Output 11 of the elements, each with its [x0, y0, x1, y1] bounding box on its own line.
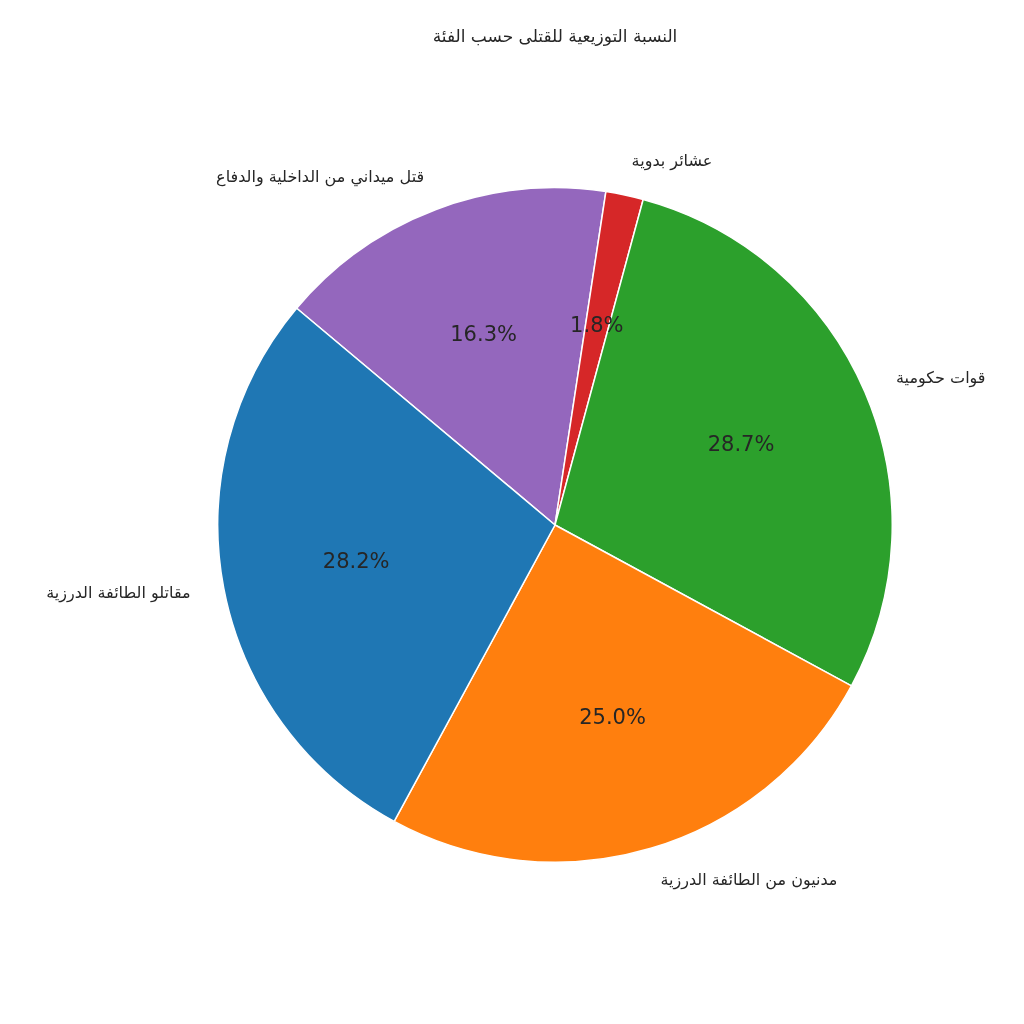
slice-label: عشائر بدوية — [631, 151, 713, 172]
data-label: 28.2% — [322, 549, 390, 574]
data-label: 16.3% — [450, 322, 517, 347]
slice-label: مدنيون من الطائفة الدرزية — [660, 869, 838, 890]
data-label: 25.0% — [579, 705, 646, 730]
chart-title: النسبة التوزيعية للقتلى حسب الفئة — [432, 26, 678, 47]
slice-label: مقاتلو الطائفة الدرزية — [46, 583, 191, 604]
slice-label: قوات حكومية — [896, 368, 986, 389]
slice-label: قتل ميداني من الداخلية والدفاع — [216, 167, 425, 188]
data-label: 1.8% — [570, 313, 624, 338]
data-label: 28.7% — [707, 431, 775, 456]
